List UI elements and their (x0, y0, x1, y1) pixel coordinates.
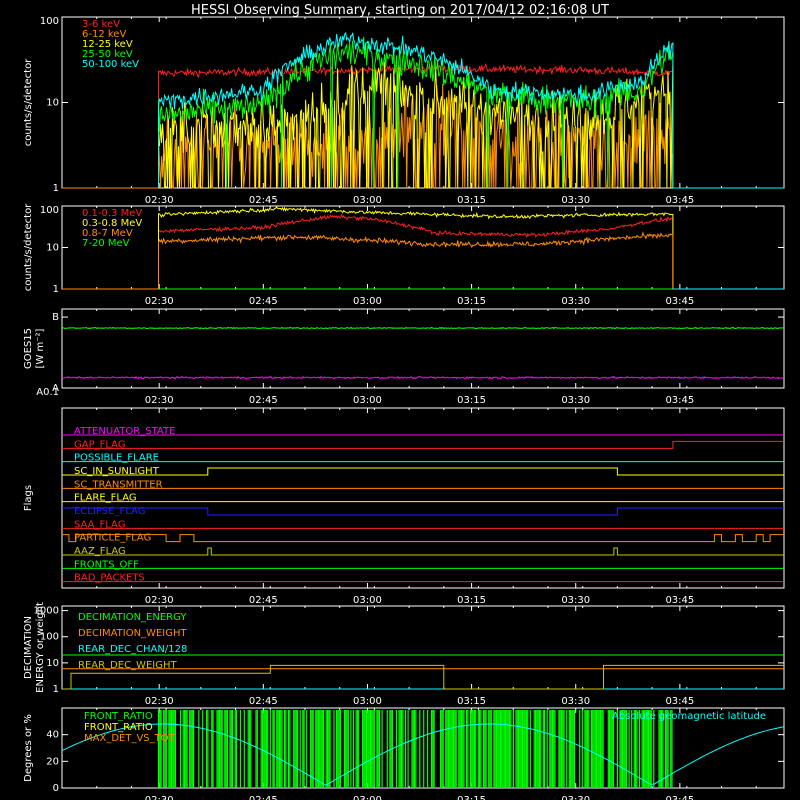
high-legend-entry: 7-20 MeV (82, 238, 130, 249)
high-xtick-label: 03:15 (457, 296, 486, 307)
high-series-line (159, 207, 673, 289)
goes-ylabel: GOES15 (23, 328, 34, 369)
ratio-ytick-label: 40 (46, 730, 59, 741)
decimation-legend-entry: REAR_DEC_CHAN/128 (78, 644, 187, 655)
decimation-ylabel: DECIMATION (23, 616, 34, 679)
chart-layer: 02:30 02:45 03:00 03:15 03:30 03:45 counts/s/d… (23, 16, 784, 800)
ratio-xtick-label: 03:45 (665, 795, 694, 800)
high-ytick-label: 1 (53, 284, 59, 295)
goes-plot-frame (62, 309, 784, 388)
ratio-xtick-label: 02:30 (145, 795, 174, 800)
flags-xtick-label: 02:30 (145, 595, 174, 606)
flags-trace (62, 548, 784, 555)
decimation-xtick-label: 03:30 (561, 696, 590, 707)
flags-trace (62, 535, 784, 542)
low-xtick-label: 02:30 (145, 195, 174, 206)
high-series-line (159, 233, 673, 289)
goes-ylabel2: [W m⁻²] (35, 328, 46, 368)
high-xtick-label: 03:45 (665, 296, 694, 307)
ratio-xtick-label: 03:15 (457, 795, 486, 800)
low-xtick-label: 03:30 (561, 195, 590, 206)
goes-xtick-label: 02:45 (249, 395, 278, 406)
low-ytick-label: 1 (53, 183, 59, 194)
decimation-xtick-label: 03:15 (457, 696, 486, 707)
goes-ytick-label: A0.1 (36, 387, 59, 398)
ratio-xtick-label: 02:45 (249, 795, 278, 800)
high-xtick-label: 03:30 (561, 296, 590, 307)
flags-trace (62, 468, 784, 475)
flags-xtick-label: 03:15 (457, 595, 486, 606)
goes-xtick-label: 02:30 (145, 395, 174, 406)
decimation-xtick-label: 03:00 (353, 696, 382, 707)
ratio-ylabel: Degrees or % (23, 714, 34, 782)
high-ytick-label: 100 (40, 205, 59, 216)
flags-trace (62, 441, 784, 448)
goes-xtick-label: 03:00 (353, 395, 382, 406)
decimation-xtick-label: 02:45 (249, 696, 278, 707)
ratio-legend-entry: FRONT_RATIO (84, 722, 153, 733)
goes-series-line (62, 376, 784, 379)
ratio-xtick-label: 03:00 (353, 795, 382, 800)
flags-xtick-label: 03:00 (353, 595, 382, 606)
flags-xtick-label: 03:45 (665, 595, 694, 606)
ratio-ytick-label: 0 (53, 783, 59, 794)
goes-xtick-label: 03:15 (457, 395, 486, 406)
ratio-legend-entry: FRONT_RATIO (84, 711, 153, 722)
flags-xtick-label: 03:30 (561, 595, 590, 606)
low-ytick-label: 100 (40, 16, 59, 27)
decimation-legend-entry: DECIMATION_WEIGHT (78, 628, 187, 639)
low-xtick-label: 03:15 (457, 195, 486, 206)
low-legend-entry: 50-100 keV (82, 59, 139, 70)
ratio-ytick-label: 20 (46, 756, 59, 767)
flags-xtick-label: 02:45 (249, 595, 278, 606)
chart-title: HESSI Observing Summary, starting on 201… (191, 3, 609, 18)
flags-trace (62, 508, 784, 515)
low-xtick-label: 02:45 (249, 195, 278, 206)
decimation-ytick-label: 1 (53, 684, 59, 695)
decimation-ytick-label: 100 (40, 632, 59, 643)
decimation-xtick-label: 03:45 (665, 696, 694, 707)
decimation-legend-entry: REAR_DEC_WEIGHT (78, 660, 177, 671)
decimation-ytick-label: 10 (46, 658, 59, 669)
goes-series-line (62, 327, 784, 329)
high-plot-frame (62, 206, 784, 289)
low-ytick-label: 10 (46, 98, 59, 109)
decimation-legend-entry: DECIMATION_ENERGY (78, 612, 187, 623)
flags-ylabel: Flags (23, 485, 34, 511)
ratio-legend-entry: MAX_DET_VS_TOT (84, 733, 176, 744)
high-xtick-label: 02:30 (145, 296, 174, 307)
low-xtick-label: 03:45 (665, 195, 694, 206)
high-xtick-label: 03:00 (353, 296, 382, 307)
decimation-ytick-label: 1000 (34, 606, 59, 617)
latitude-legend: Absolute geomagnetic latitude (612, 711, 766, 722)
ratio-xtick-label: 03:30 (561, 795, 590, 800)
decimation-xtick-label: 02:30 (145, 696, 174, 707)
low-ylabel: counts/s/detector (23, 58, 34, 146)
goes-ytick-label: B (52, 312, 59, 323)
high-ylabel: counts/s/detector (23, 203, 34, 291)
high-ytick-label: 10 (46, 243, 59, 254)
goes-xtick-label: 03:45 (665, 395, 694, 406)
goes-xtick-label: 03:30 (561, 395, 590, 406)
low-xtick-label: 03:00 (353, 195, 382, 206)
high-series-line (159, 215, 673, 289)
high-xtick-label: 02:45 (249, 296, 278, 307)
